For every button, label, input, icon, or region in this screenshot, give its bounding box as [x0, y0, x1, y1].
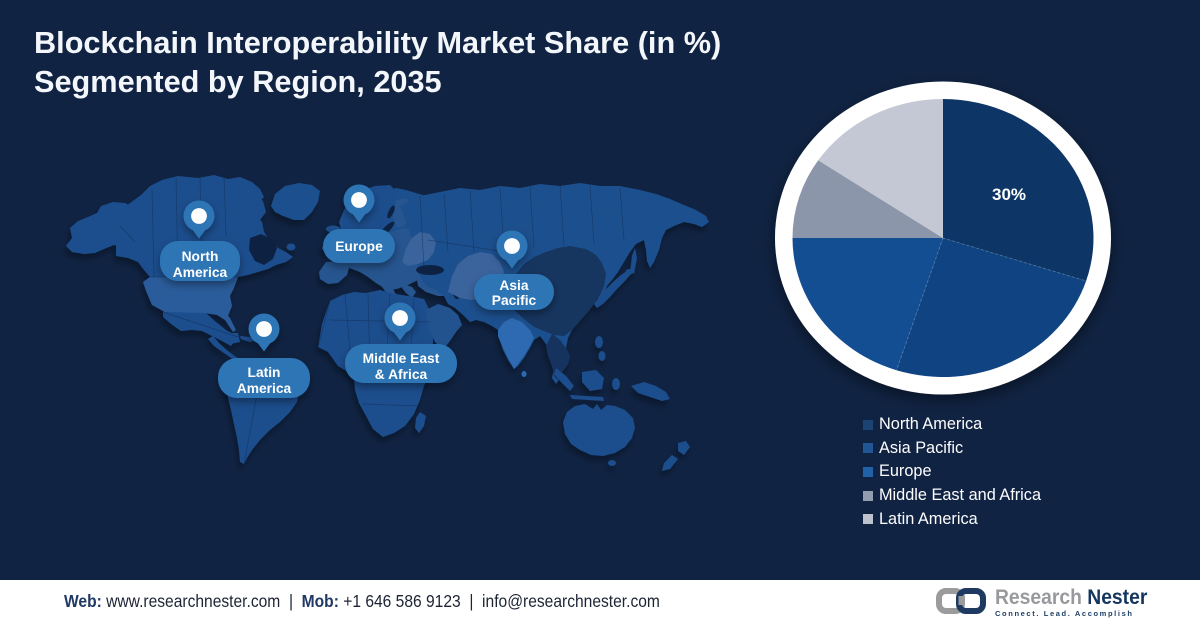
svg-text:America: America [173, 265, 228, 280]
svg-text:Europe: Europe [335, 239, 383, 254]
svg-text:Asia: Asia [499, 278, 528, 293]
svg-text:North: North [182, 249, 219, 264]
svg-text:Research Nester: Research Nester [995, 586, 1148, 609]
svg-text:Latin: Latin [248, 365, 281, 380]
svg-text:Middle East: Middle East [363, 351, 440, 366]
svg-text:America: America [237, 381, 292, 396]
svg-text:30%: 30% [992, 185, 1026, 204]
svg-text:Pacific: Pacific [492, 293, 537, 308]
svg-text:Connect. Lead. Accomplish: Connect. Lead. Accomplish [995, 609, 1134, 618]
svg-text:& Africa: & Africa [375, 367, 428, 382]
